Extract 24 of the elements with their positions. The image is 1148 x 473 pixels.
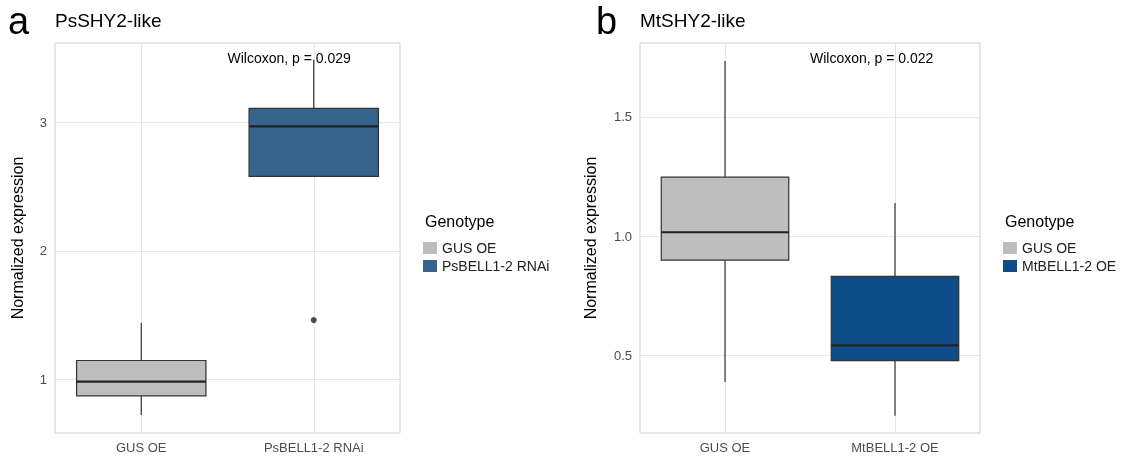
text: b [596,0,618,42]
y-tick-label: 1.0 [613,228,632,244]
chart-title: PsSHY2-like [55,10,162,31]
x-tick-label: MtBELL1-2 OE [851,440,940,455]
y-axis-title: Normalized expression [581,156,599,320]
annotation: Wilcoxon, p = 0.022 [810,50,934,66]
y-tick-label: 2 [39,243,47,259]
text: a [8,0,30,42]
legend-title: Genotype [425,212,495,230]
y-tick-label: 1.5 [613,109,632,125]
y-tick-label: 3 [39,115,47,131]
y-axis-title: Normalized expression [8,156,26,320]
annotation: Wilcoxon, p = 0.029 [227,50,352,66]
legend-label: PsBELL1-2 RNAi [442,258,550,274]
x-tick-label: PsBELL1-2 RNAi [263,440,364,455]
legend-label: GUS OE [442,240,497,256]
x-tick-label: GUS OE [699,440,751,455]
legend-label: GUS OE [1022,240,1077,256]
legend-title: Genotype [1005,212,1075,230]
chart-title: MtSHY2-like [640,10,746,31]
x-tick-label: GUS OE [115,440,167,455]
y-tick-label: 1 [39,371,47,387]
legend-label: MtBELL1-2 OE [1022,258,1117,274]
y-tick-label: 0.5 [613,348,632,364]
